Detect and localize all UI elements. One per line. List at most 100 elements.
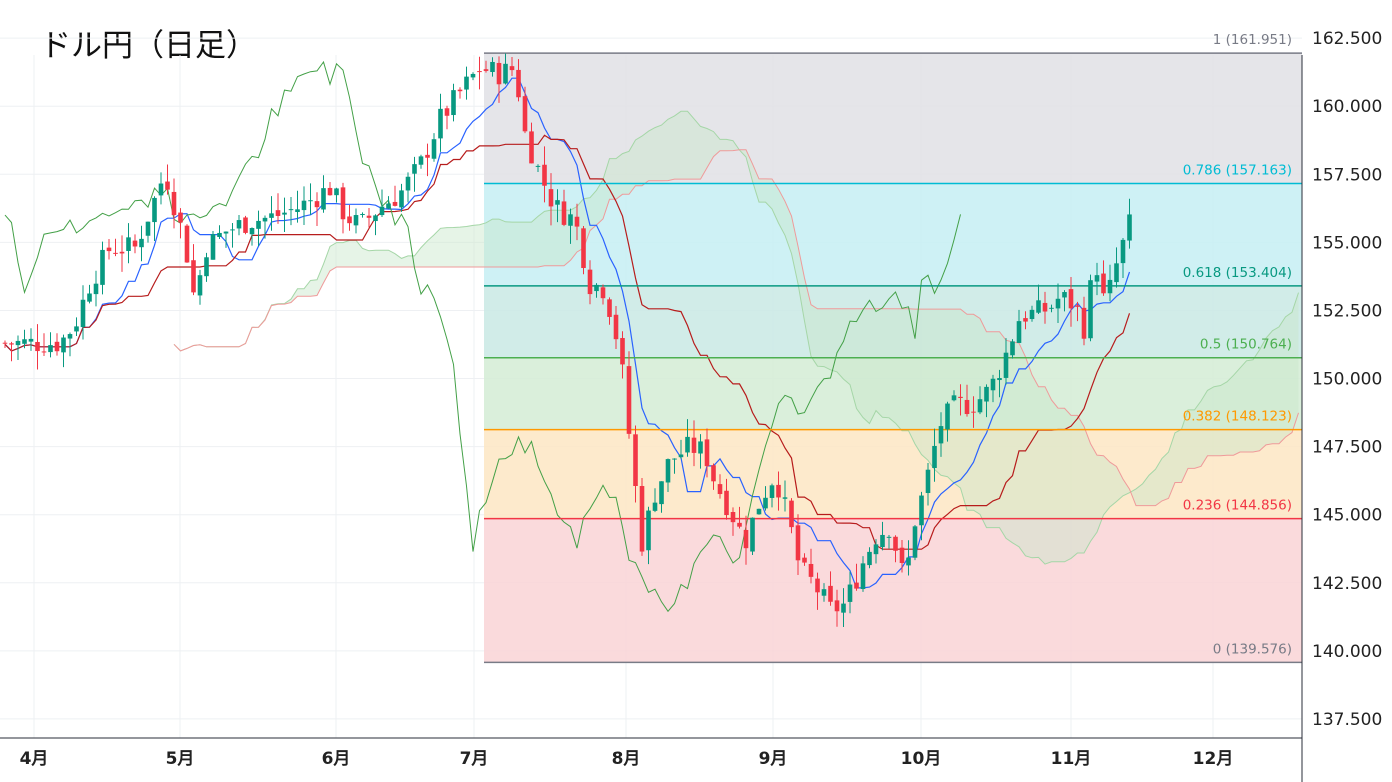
candle-body (67, 334, 73, 339)
candle-body (308, 200, 313, 202)
candle-body (15, 340, 21, 346)
candle-body (28, 338, 34, 342)
y-tick-label: 142.500 (1312, 574, 1382, 594)
candle-body (295, 209, 300, 213)
fib-band (484, 518, 1302, 663)
candle-body (535, 165, 541, 167)
candle-body (373, 215, 378, 222)
candle-body (756, 508, 762, 515)
candle-body (581, 228, 586, 269)
candle-body (698, 441, 703, 454)
candle-body (314, 201, 320, 208)
fib-label: 0.5 (150.764) (1200, 337, 1292, 353)
candle-body (282, 212, 287, 215)
candle-body (542, 164, 547, 186)
candle-body (1101, 273, 1106, 294)
candle-body (652, 502, 658, 511)
candle-body (808, 563, 814, 577)
candle-body (899, 547, 905, 563)
candle-body (327, 187, 333, 196)
x-tick-label: 5月 (166, 749, 195, 769)
candle-body (919, 495, 924, 526)
chikou-line (4, 60, 961, 613)
candle-body (269, 213, 274, 218)
candle-body (867, 551, 872, 566)
tenkan-line (4, 77, 1131, 589)
x-tick-label: 10月 (901, 749, 942, 769)
candle-body (951, 395, 957, 401)
candle-body (483, 69, 489, 71)
candle-body (659, 481, 664, 505)
candle-body (971, 411, 976, 413)
candle-body (886, 536, 892, 538)
kumo-cloud (174, 111, 1299, 565)
x-tick-label: 12月 (1193, 749, 1234, 769)
candle-body (275, 210, 281, 216)
candle-body (665, 459, 671, 483)
candle-body (724, 490, 729, 516)
candle-body (977, 399, 983, 413)
candle-body (100, 249, 105, 285)
candle-body (1107, 279, 1113, 294)
candle-body (184, 225, 190, 263)
fib-label: 0.236 (144.856) (1183, 498, 1292, 514)
x-tick-label: 9月 (759, 749, 788, 769)
candle-body (22, 339, 27, 344)
candle-body (438, 108, 443, 139)
candle-body (802, 557, 807, 563)
candle-body (912, 526, 918, 558)
candle-body (1114, 263, 1119, 283)
candle-body (522, 96, 528, 132)
candle-body (9, 343, 14, 345)
candle-body (457, 89, 463, 92)
candle-body (353, 215, 359, 226)
candle-body (145, 221, 151, 236)
fib-band (484, 429, 1302, 519)
candle-body (204, 257, 209, 277)
fib-label: 0.618 (153.404) (1183, 265, 1292, 281)
candle-body (932, 445, 937, 468)
candle-body (217, 232, 222, 237)
candle-body (1023, 318, 1028, 322)
candle-body (2, 342, 8, 344)
candle-body (288, 209, 294, 211)
candle-body (880, 534, 885, 548)
fibonacci-bands (484, 53, 1302, 663)
fib-band (484, 183, 1302, 286)
candle-body (776, 484, 781, 498)
candle-body (815, 578, 820, 593)
candle-body (1062, 292, 1067, 298)
candle-body (672, 458, 677, 460)
candle-body (236, 220, 242, 229)
candle-body (1029, 309, 1035, 320)
candle-body (561, 201, 567, 225)
candle-body (152, 197, 157, 223)
candle-body (451, 90, 456, 116)
candle-body (964, 399, 970, 415)
candle-body (847, 584, 853, 602)
candle-body (1042, 302, 1048, 312)
fib-label: 1 (161.951) (1213, 32, 1292, 48)
candle-body (633, 434, 638, 486)
candle-body (93, 283, 99, 295)
candle-body (41, 351, 47, 353)
candle-body (87, 293, 92, 302)
candle-body (1068, 289, 1074, 309)
candle-body (509, 66, 515, 71)
fibonacci-labels: 1 (161.951) 0.786 (157.163) 0.618 (153.404… (1183, 32, 1292, 657)
candle-body (126, 237, 131, 251)
candles (2, 53, 1132, 627)
y-tick-label: 155.000 (1312, 233, 1382, 253)
candle-body (171, 191, 177, 216)
y-tick-label: 145.000 (1312, 506, 1382, 526)
candle-body (769, 485, 775, 498)
candle-body (405, 176, 411, 191)
candle-body (906, 557, 911, 566)
candle-body (1120, 239, 1126, 264)
candle-body (496, 62, 502, 85)
candle-body (613, 314, 619, 340)
candle-body (873, 544, 879, 555)
candle-body (691, 437, 697, 453)
candle-body (113, 252, 118, 254)
